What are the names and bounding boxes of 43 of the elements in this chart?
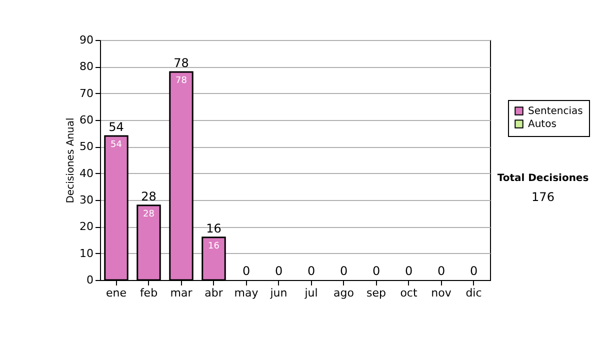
total-label: 0 [242, 264, 250, 278]
data-label: 78 [176, 76, 188, 86]
y-tick-label: 40 [80, 166, 94, 180]
y-tick-label: 80 [80, 60, 94, 74]
total-label: 28 [141, 189, 156, 204]
x-tick-label: oct [400, 286, 418, 300]
y-tick-label: 90 [80, 34, 94, 46]
x-tick-label: ago [334, 286, 354, 300]
total-label: 0 [404, 264, 413, 278]
total-label: 0 [372, 264, 380, 278]
y-tick-label: 60 [80, 114, 94, 126]
x-tick-label: jul [304, 286, 318, 300]
y-tick-label: 20 [80, 220, 94, 234]
x-tick-label: ene [106, 286, 127, 300]
total-label: 78 [174, 56, 189, 70]
x-tick-label: abr [204, 286, 224, 300]
data-label: 54 [110, 140, 122, 150]
total-label: 16 [206, 221, 222, 236]
x-tick-label: sep [366, 286, 386, 300]
y-tick-label: 70 [80, 86, 94, 100]
total-label: 54 [108, 120, 124, 134]
data-label: 16 [208, 241, 220, 252]
legend-label: Sentencias [528, 106, 583, 117]
x-tick-label: feb [140, 286, 158, 300]
total-label: 0 [307, 264, 316, 278]
y-tick-label: 0 [86, 274, 94, 286]
text: 176 [532, 190, 554, 204]
total-label: 0 [437, 264, 446, 278]
y-axis-title: Decisiones Anual [66, 118, 77, 204]
x-tick-label: jun [269, 286, 288, 300]
total-label: 0 [340, 264, 348, 278]
x-tick-label: may [234, 286, 259, 300]
total-label: 0 [274, 264, 283, 278]
x-tick-label: mar [170, 286, 193, 300]
text: Total Decisiones [497, 173, 589, 184]
total-label: 0 [470, 264, 478, 278]
y-tick-label: 50 [80, 140, 94, 154]
x-tick-label: dic [466, 286, 482, 300]
legend-label: Autos [528, 119, 556, 130]
y-tick-label: 10 [80, 246, 94, 260]
y-tick-label: 30 [80, 194, 94, 206]
x-tick-label: nov [431, 286, 452, 300]
data-label: 28 [143, 209, 155, 220]
